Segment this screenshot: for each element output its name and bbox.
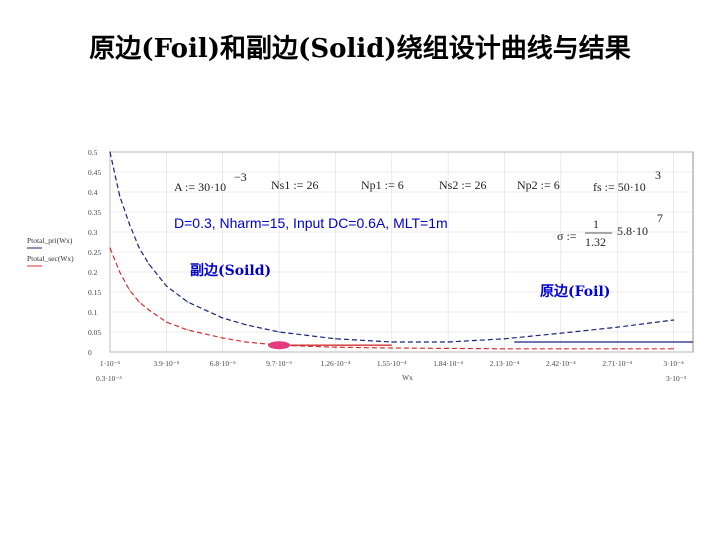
data-point	[222, 317, 224, 319]
data-point	[222, 337, 224, 339]
y-tick-label: 0.3	[88, 228, 98, 237]
param-Ns1: Ns1 := 26	[271, 178, 318, 192]
x-tick-label: 9.7·10⁻⁵	[266, 359, 292, 368]
data-point	[245, 341, 247, 343]
data-point	[119, 271, 121, 273]
data-point	[128, 223, 131, 225]
data-point	[109, 151, 111, 153]
plot-area: 1·10⁻⁵ 3.9·10⁻⁵ 6.8·10⁻⁵ 9.7·10⁻⁵ 1.26·10⁻⁴ 1…	[88, 148, 694, 368]
data-point	[560, 348, 562, 350]
data-point	[138, 247, 140, 249]
param-A: A := 30·10	[174, 180, 226, 194]
data-point	[278, 331, 280, 333]
x-tick-sublabel-right: 3·10⁻³	[666, 374, 687, 383]
x-axis-label: Wx	[402, 373, 413, 382]
data-point	[165, 321, 167, 323]
param-Np2: Np2 := 6	[517, 178, 560, 192]
y-tick-label: 0.4	[88, 188, 98, 197]
data-point	[148, 309, 150, 311]
annotation-primary: 原边(Foil)	[540, 284, 610, 300]
param-sigma-numerator: 1	[593, 217, 599, 231]
data-point	[503, 348, 506, 350]
x-tick-label: 1·10⁻⁵	[100, 359, 121, 368]
legend-label-1: Ptotal_pri(Wx)	[27, 236, 73, 245]
data-point	[503, 338, 506, 340]
data-point	[391, 341, 393, 343]
data-point	[138, 301, 140, 303]
y-tick-label: 0	[88, 348, 92, 357]
data-point	[447, 341, 449, 343]
x-tick-label: 2.71·10⁻⁴	[602, 359, 632, 368]
data-point	[148, 263, 150, 265]
param-fs-exponent: 3	[655, 168, 661, 182]
data-point	[672, 348, 675, 350]
data-point	[672, 319, 675, 321]
y-tick-label: 0.5	[88, 148, 98, 157]
data-point	[334, 338, 337, 340]
annotation-secondary: 副边(Soild)	[190, 263, 271, 279]
y-tick-label: 0.15	[88, 288, 101, 297]
data-point	[187, 329, 189, 331]
data-point	[165, 285, 167, 287]
param-fs: fs := 50·10	[593, 180, 646, 194]
data-point	[128, 289, 131, 291]
x-tick-label: 6.8·10⁻⁵	[210, 359, 236, 368]
param-Np1: Np1 := 6	[361, 178, 404, 192]
param-sigma-value: 5.8·10	[617, 224, 648, 238]
data-point	[334, 346, 337, 348]
legend-label-2: Ptotal_sec(Wx)	[27, 254, 74, 263]
data-point	[391, 347, 393, 349]
data-point	[616, 326, 618, 328]
param-sigma-denominator: 1.32	[585, 235, 606, 249]
x-tick-label: 2.42·10⁻⁴	[546, 359, 576, 368]
y-tick-label: 0.45	[88, 168, 101, 177]
x-tick-label: 1.55·10⁻⁴	[377, 359, 407, 368]
x-tick-sublabel-left: 0.3·10⁻³	[96, 374, 122, 383]
data-point	[245, 324, 247, 326]
data-point	[187, 301, 189, 303]
condition-note: D=0.3, Nharm=15, Input DC=0.6A, MLT=1m	[174, 215, 448, 231]
param-sigma-exponent: 7	[657, 211, 663, 225]
x-tick-label: 1.26·10⁻⁴	[321, 359, 351, 368]
y-tick-label: 0.25	[88, 248, 101, 257]
x-tick-label: 3·10⁻⁴	[663, 359, 684, 368]
design-point-marker	[268, 341, 291, 350]
data-point	[447, 347, 449, 349]
y-tick-label: 0.2	[88, 268, 98, 277]
data-point	[119, 195, 121, 197]
x-tick-label: 2.13·10⁻⁴	[490, 359, 520, 368]
y-tick-label: 0.35	[88, 208, 101, 217]
y-tick-label: 0.05	[88, 328, 101, 337]
x-tick-label: 3.9·10⁻⁵	[153, 359, 179, 368]
y-tick-label: 0.1	[88, 308, 98, 317]
data-point	[109, 247, 111, 249]
data-point	[560, 332, 562, 334]
page-title: 原边(Foil)和副边(Solid)绕组设计曲线与结果	[89, 34, 631, 64]
x-tick-label: 1.84·10⁻⁴	[433, 359, 463, 368]
param-Ns2: Ns2 := 26	[439, 178, 486, 192]
data-point	[616, 348, 618, 350]
param-sigma-label: σ :=	[557, 229, 577, 243]
param-A-exponent: −3	[234, 170, 247, 184]
